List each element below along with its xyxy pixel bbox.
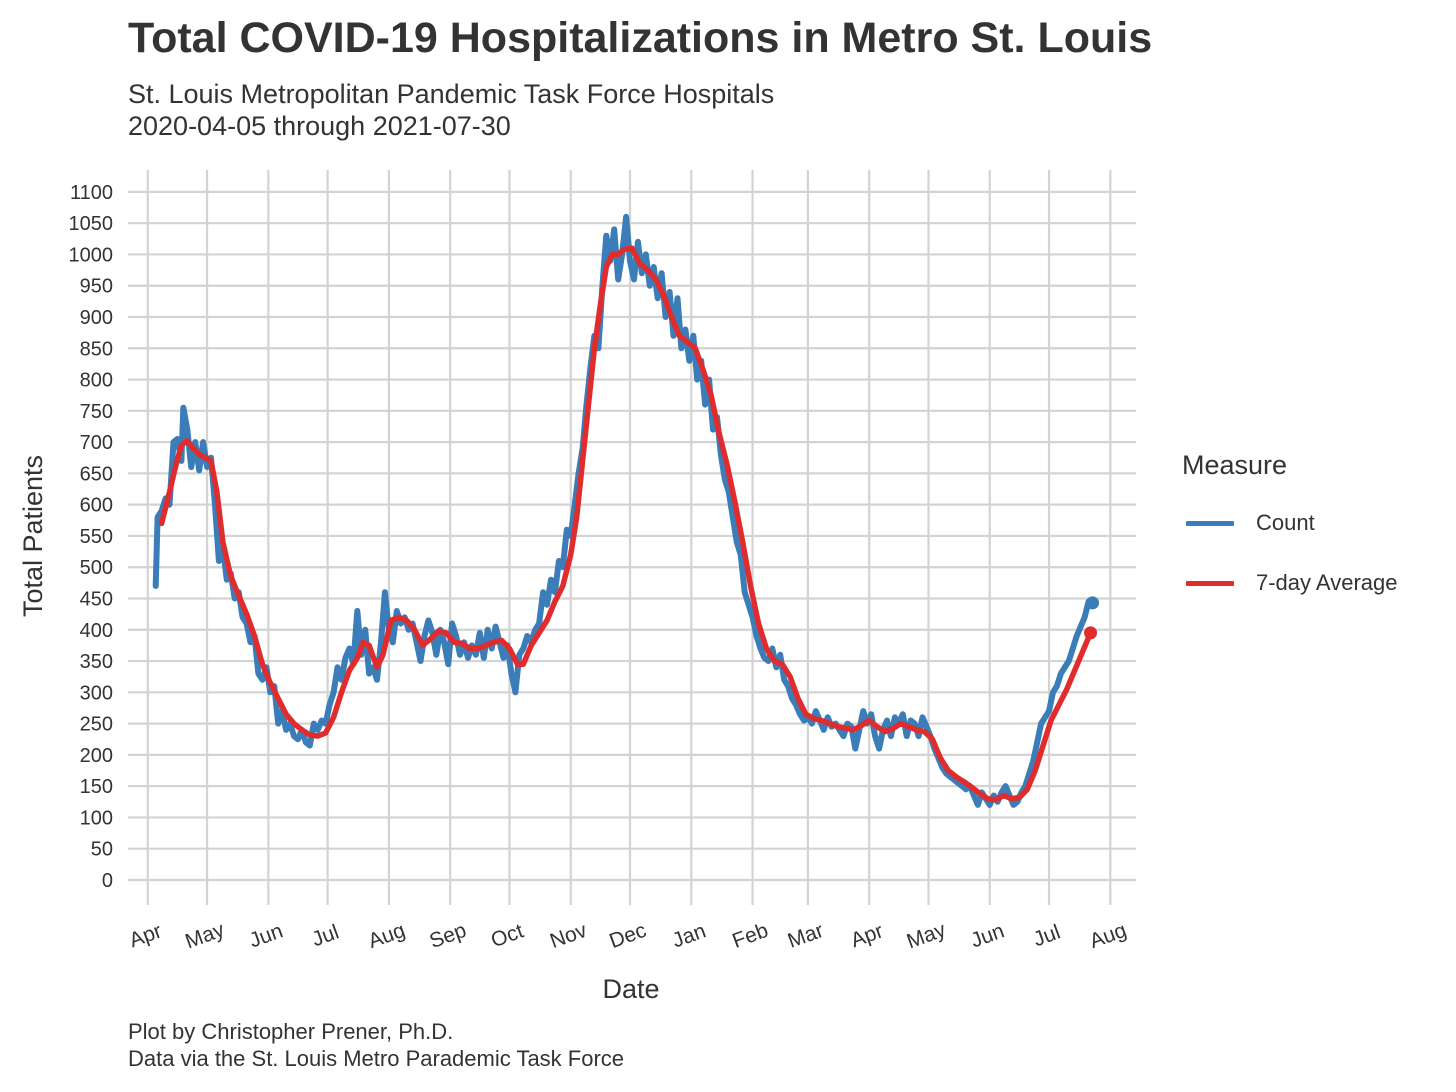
y-tick-label: 400 bbox=[80, 620, 113, 642]
y-tick-label: 950 bbox=[80, 276, 113, 298]
x-tick-label: Oct bbox=[488, 919, 527, 952]
y-tick-label: 650 bbox=[80, 463, 113, 485]
y-tick-label: 500 bbox=[80, 557, 113, 579]
subtitle-line-2: 2020-04-05 through 2021-07-30 bbox=[128, 111, 511, 141]
grid bbox=[128, 170, 1136, 905]
y-tick-label: 750 bbox=[80, 401, 113, 423]
legend-key-count bbox=[1186, 520, 1234, 526]
y-tick-label: 600 bbox=[80, 495, 113, 517]
y-tick-label: 250 bbox=[80, 714, 113, 736]
x-tick-label: Apr bbox=[126, 919, 165, 952]
y-tick-label: 1050 bbox=[69, 213, 114, 235]
y-tick-label: 550 bbox=[80, 526, 113, 548]
x-tick-label: Sep bbox=[426, 919, 469, 953]
x-tick-label: Apr bbox=[848, 919, 887, 952]
y-tick-label: 150 bbox=[80, 776, 113, 798]
y-tick-label: 50 bbox=[91, 839, 113, 861]
x-tick-label: Aug bbox=[365, 919, 408, 953]
y-tick-label: 1100 bbox=[70, 182, 113, 204]
x-axis-title: Date bbox=[602, 974, 659, 1004]
x-tick-label: Jul bbox=[309, 920, 342, 951]
subtitle-line-1: St. Louis Metropolitan Pandemic Task For… bbox=[128, 79, 775, 109]
x-tick-label: May bbox=[182, 918, 228, 953]
y-tick-label: 350 bbox=[80, 651, 113, 673]
y-tick-label: 800 bbox=[80, 370, 113, 392]
x-tick-label: Mar bbox=[785, 919, 827, 953]
legend-item-count: Count bbox=[1182, 507, 1397, 539]
y-tick-label: 1000 bbox=[69, 244, 114, 266]
y-tick-label: 900 bbox=[80, 307, 113, 329]
y-axis-title: Total Patients bbox=[18, 455, 48, 617]
x-tick-label: Jun bbox=[968, 919, 1008, 952]
y-tick-label: 700 bbox=[80, 432, 113, 454]
x-tick-label: Feb bbox=[729, 919, 771, 953]
legend: Measure Count 7-day Average bbox=[1182, 450, 1397, 627]
legend-title: Measure bbox=[1182, 450, 1288, 480]
chart-subtitle: St. Louis Metropolitan Pandemic Task For… bbox=[128, 78, 774, 142]
y-tick-label: 200 bbox=[80, 745, 113, 767]
caption-line-2: Data via the St. Louis Metro Parademic T… bbox=[128, 1046, 625, 1071]
legend-item-7-day-average: 7-day Average bbox=[1182, 567, 1397, 599]
x-tick-label: Nov bbox=[547, 919, 590, 954]
x-tick-label: Jun bbox=[246, 919, 286, 952]
chart-title: Total COVID-19 Hospitalizations in Metro… bbox=[128, 14, 1153, 62]
legend-label-count: Count bbox=[1256, 510, 1315, 535]
legend-key-7-day-average bbox=[1186, 580, 1234, 586]
x-tick-label: Jan bbox=[669, 919, 709, 952]
caption-line-1: Plot by Christopher Prener, Ph.D. bbox=[128, 1019, 454, 1044]
y-tick-label: 0 bbox=[102, 870, 113, 892]
series-line-count bbox=[152, 213, 1096, 808]
x-tick-label: May bbox=[904, 918, 950, 953]
series-line-7-day-average bbox=[158, 245, 1094, 803]
series-end-point-count bbox=[1086, 596, 1100, 610]
y-tick-label: 850 bbox=[80, 338, 113, 360]
series-end-point-7-day-average bbox=[1084, 626, 1098, 640]
x-tick-label: Aug bbox=[1087, 919, 1130, 953]
chart-caption: Plot by Christopher Prener, Ph.D. Data v… bbox=[128, 1018, 624, 1072]
y-tick-label: 300 bbox=[80, 682, 113, 704]
y-tick-label: 450 bbox=[80, 588, 113, 610]
series-lines bbox=[152, 213, 1100, 808]
y-tick-label: 100 bbox=[80, 807, 113, 829]
legend-label-7-day-average: 7-day Average bbox=[1256, 570, 1398, 595]
x-tick-label: Jul bbox=[1030, 920, 1063, 951]
x-tick-label: Dec bbox=[606, 919, 649, 953]
